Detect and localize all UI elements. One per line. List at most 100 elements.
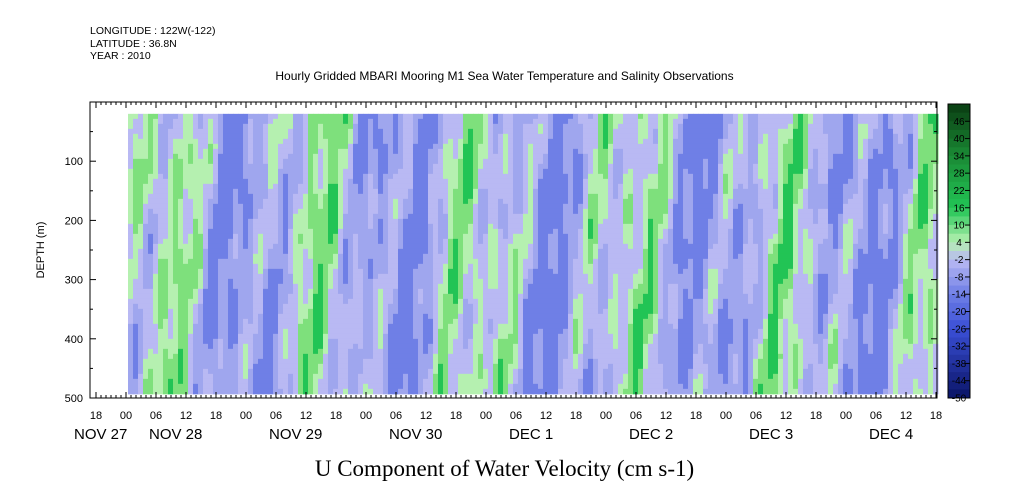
heatmap-cell [523, 248, 529, 255]
heatmap-cell [363, 388, 369, 395]
heatmap-cell [333, 143, 339, 150]
heatmap-cell [183, 338, 189, 345]
heatmap-cell [133, 268, 139, 275]
heatmap-cell [443, 273, 449, 280]
heatmap-cell [508, 208, 514, 215]
heatmap-cell [498, 318, 504, 325]
heatmap-cell [558, 213, 564, 220]
heatmap-cell [208, 188, 214, 195]
heatmap-cell [558, 173, 564, 180]
heatmap-cell [328, 353, 334, 360]
heatmap-cell [233, 338, 239, 345]
heatmap-cell [343, 303, 349, 310]
heatmap-cell [143, 133, 149, 140]
heatmap-cell [428, 178, 434, 185]
heatmap-cell [143, 218, 149, 225]
heatmap-cell [343, 388, 349, 395]
heatmap-cell [518, 263, 524, 270]
heatmap-cell [138, 318, 144, 325]
heatmap-cell [363, 213, 369, 220]
heatmap-cell [368, 158, 374, 165]
heatmap-cell [198, 208, 204, 215]
heatmap-cell [438, 143, 444, 150]
heatmap-cell [503, 343, 509, 350]
heatmap-cell [248, 223, 254, 230]
heatmap-cell [433, 343, 439, 350]
heatmap-cell [568, 153, 574, 160]
heatmap-cell [373, 333, 379, 340]
heatmap-cell [313, 328, 319, 335]
heatmap-cell [303, 118, 309, 125]
heatmap-cell [463, 313, 469, 320]
heatmap-cell [453, 223, 459, 230]
heatmap-cell [548, 118, 554, 125]
heatmap-cell [378, 233, 384, 240]
heatmap-cell [293, 363, 299, 370]
heatmap-cell [513, 258, 519, 265]
heatmap-cell [258, 343, 264, 350]
heatmap-cell [423, 283, 429, 290]
heatmap-cell [218, 263, 224, 270]
heatmap-cell [238, 188, 244, 195]
heatmap-cell [148, 153, 154, 160]
heatmap-cell [208, 163, 214, 170]
heatmap-cell [478, 243, 484, 250]
heatmap-cell [433, 183, 439, 190]
heatmap-cell [493, 178, 499, 185]
heatmap-cell [318, 183, 324, 190]
heatmap-cell [528, 213, 534, 220]
heatmap-cell [338, 318, 344, 325]
heatmap-cell [498, 353, 504, 360]
heatmap-cell [378, 358, 384, 365]
heatmap-cell [368, 168, 374, 175]
heatmap-cell [558, 218, 564, 225]
heatmap-cell [278, 113, 284, 120]
heatmap-cell [278, 188, 284, 195]
heatmap-cell [128, 248, 134, 255]
heatmap-cell [213, 223, 219, 230]
heatmap-cell [273, 208, 279, 215]
heatmap-cell [503, 368, 509, 375]
heatmap-cell [458, 383, 464, 390]
heatmap-cell [423, 258, 429, 265]
heatmap-cell [543, 328, 549, 335]
heatmap-cell [318, 143, 324, 150]
heatmap-cell [538, 218, 544, 225]
heatmap-cell [148, 113, 154, 120]
heatmap-cell [218, 183, 224, 190]
heatmap-cell [258, 178, 264, 185]
heatmap-cell [558, 163, 564, 170]
heatmap-cell [503, 283, 509, 290]
heatmap-cell [168, 358, 174, 365]
heatmap-cell [183, 148, 189, 155]
heatmap-cell [498, 208, 504, 215]
heatmap-cell [223, 323, 229, 330]
heatmap-cell [298, 123, 304, 130]
heatmap-cell [458, 213, 464, 220]
heatmap-cell [563, 273, 569, 280]
heatmap-cell [343, 328, 349, 335]
heatmap-cell [538, 353, 544, 360]
heatmap-cell [273, 268, 279, 275]
heatmap-cell [258, 283, 264, 290]
heatmap-cell [553, 173, 559, 180]
heatmap-cell [293, 203, 299, 210]
heatmap-cell [258, 328, 264, 335]
heatmap-cell [468, 268, 474, 275]
heatmap-cell [543, 358, 549, 365]
heatmap-cell [188, 318, 194, 325]
heatmap-cell [548, 343, 554, 350]
heatmap-cell [543, 163, 549, 170]
heatmap-cell [293, 138, 299, 145]
heatmap-cell [378, 328, 384, 335]
heatmap-cell [413, 203, 419, 210]
heatmap-cell [423, 233, 429, 240]
heatmap-cell [243, 188, 249, 195]
heatmap-cell [193, 228, 199, 235]
heatmap-cell [238, 128, 244, 135]
heatmap-cell [383, 208, 389, 215]
heatmap-cell [518, 123, 524, 130]
heatmap-cell [168, 118, 174, 125]
heatmap-cell [128, 258, 134, 265]
heatmap-cell [543, 233, 549, 240]
